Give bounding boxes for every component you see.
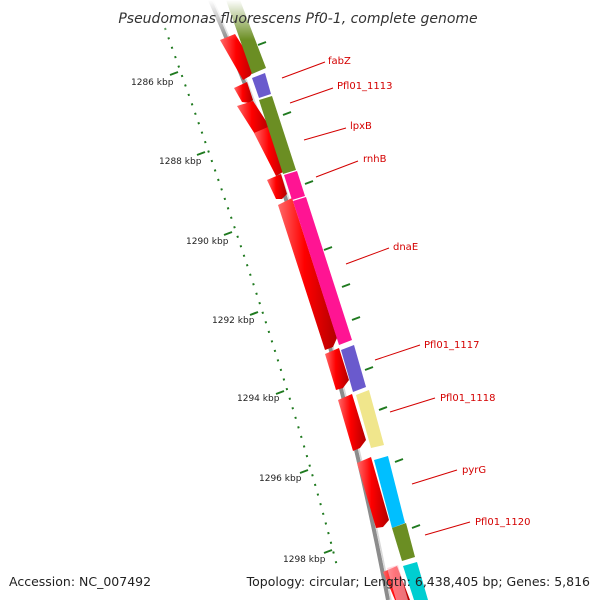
tick-label-1288: 1288 kbp: [159, 157, 202, 167]
gene-label-fabZ[interactable]: fabZ: [328, 56, 351, 67]
leader-line: [345, 247, 390, 265]
outer-tick: [378, 406, 388, 411]
gene-label-pfl01-1120[interactable]: Pfl01_1120: [475, 517, 531, 528]
gene-leaders: [281, 61, 471, 536]
feature-block-purple[interactable]: [252, 73, 271, 98]
outer-tick: [257, 41, 267, 46]
outer-tick: [323, 246, 333, 251]
scale-tick: [299, 469, 309, 474]
gene-label-dnaE[interactable]: dnaE: [393, 242, 418, 253]
feature-block-pink[interactable]: [387, 565, 408, 600]
accession-text: Accession: NC_007492: [9, 574, 151, 589]
scale-tick: [223, 231, 233, 236]
feature-block-cyan[interactable]: [374, 456, 405, 528]
leader-line: [424, 521, 471, 536]
scale-tick: [275, 390, 285, 395]
leader-line: [303, 127, 347, 141]
feature-block-magenta[interactable]: [284, 171, 305, 200]
outer-tick: [304, 180, 314, 185]
leader-line: [389, 397, 436, 413]
cds-arrow[interactable]: [325, 348, 349, 390]
scale-tick: [169, 71, 179, 76]
scale-tick: [249, 311, 259, 316]
feature-block-magenta[interactable]: [293, 197, 352, 345]
gene-label-pfl01-1117[interactable]: Pfl01_1117: [424, 340, 480, 351]
gene-label-pfl01-1118[interactable]: Pfl01_1118: [440, 393, 496, 404]
cds-arrow[interactable]: [357, 457, 389, 528]
tick-label-1298: 1298 kbp: [283, 555, 326, 565]
gene-label-pyrG[interactable]: pyrG: [462, 465, 486, 476]
feature-block-olive[interactable]: [392, 523, 415, 561]
scale-tick: [323, 549, 333, 554]
scale-ticks: [169, 71, 333, 554]
gene-label-pfl01-1113[interactable]: Pfl01_1113: [337, 81, 393, 92]
tick-label-1294: 1294 kbp: [237, 394, 280, 404]
tick-label-1296: 1296 kbp: [259, 474, 302, 484]
outer-tick: [351, 316, 361, 321]
scale-ring: [164, 27, 339, 571]
tick-label-1286: 1286 kbp: [131, 78, 174, 88]
feature-block-cyan[interactable]: [403, 562, 428, 600]
scale-tick: [196, 151, 206, 156]
gene-labels: fabZ Pfl01_1113 lpxB rnhB dnaE Pfl01_111…: [328, 56, 531, 528]
leader-line: [374, 344, 421, 361]
leader-line: [289, 87, 334, 104]
feature-block-olive[interactable]: [259, 96, 296, 174]
leader-line: [315, 160, 359, 178]
outer-tick: [364, 366, 374, 371]
cds-arrow[interactable]: [338, 394, 366, 451]
top-fade: [150, 0, 310, 40]
outer-tick: [411, 524, 421, 529]
cds-arrow[interactable]: [254, 127, 287, 176]
gene-label-rnhB[interactable]: rnhB: [363, 154, 387, 165]
outer-tick: [282, 111, 292, 116]
scale-labels: 1286 kbp 1288 kbp 1290 kbp 1292 kbp 1294…: [131, 78, 326, 565]
tick-label-1292: 1292 kbp: [212, 316, 255, 326]
feature-block-purple[interactable]: [341, 345, 366, 392]
feature-block-khaki[interactable]: [356, 390, 384, 448]
leader-line: [281, 61, 326, 79]
tick-label-1290: 1290 kbp: [186, 237, 229, 247]
cds-arrow[interactable]: [234, 82, 253, 103]
cds-arrow[interactable]: [278, 198, 337, 350]
outer-tick: [341, 283, 351, 288]
cds-arrow[interactable]: [220, 34, 256, 80]
gene-label-lpxB[interactable]: lpxB: [350, 121, 372, 132]
cds-arrow[interactable]: [267, 174, 287, 199]
outer-ticks: [257, 41, 421, 529]
cds-arrow[interactable]: [237, 101, 270, 139]
outer-tick: [394, 458, 404, 463]
leader-line: [411, 469, 458, 485]
genome-summary-text: Topology: circular; Length: 6,438,405 bp…: [246, 574, 590, 589]
map-title: Pseudomonas fluorescens Pf0-1, complete …: [118, 11, 477, 27]
